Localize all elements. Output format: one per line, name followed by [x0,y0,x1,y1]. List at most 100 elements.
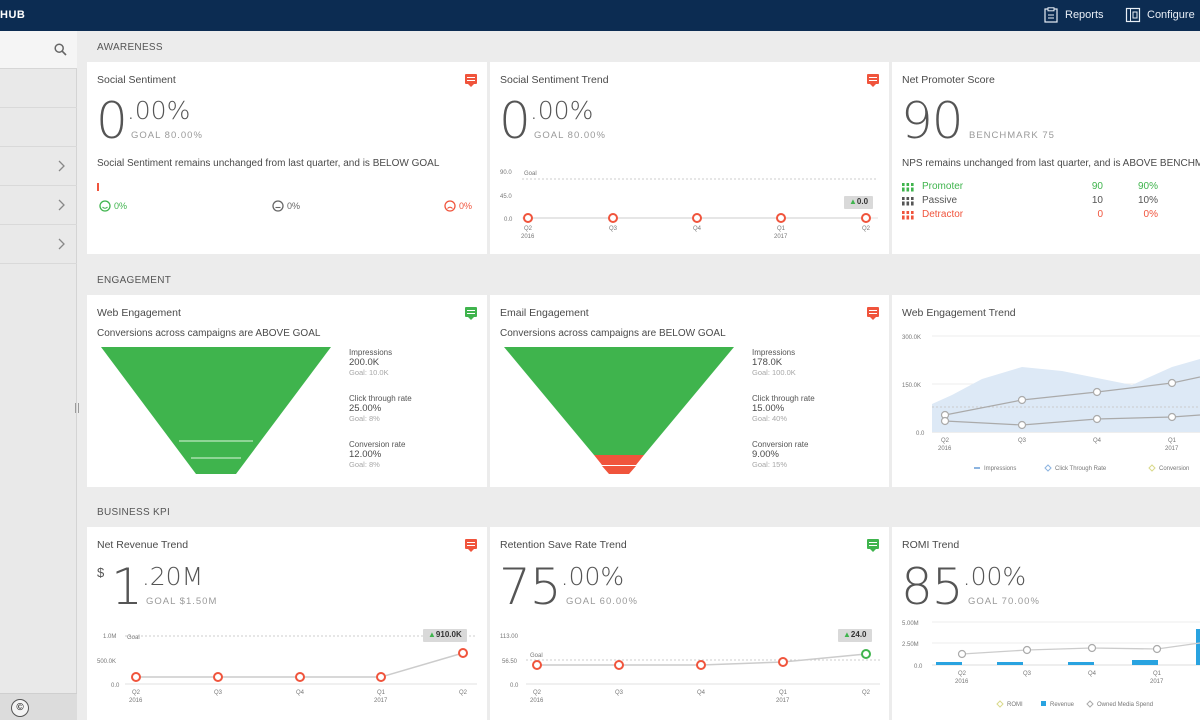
funnel-metric-ctr: Click through rate 25.00% Goal: 8% [349,394,412,423]
email-engagement-card[interactable]: Email Engagement Conversions across camp… [490,295,889,487]
data-point[interactable] [1017,395,1027,405]
legend-swatch [1041,701,1046,706]
data-point[interactable] [1092,414,1102,424]
data-point[interactable] [778,657,788,667]
comment-flag-icon[interactable] [867,539,879,552]
kpi-value: 1.20M [111,558,204,616]
romi-trend-card[interactable]: ROMI Trend 85.00% GOAL 70.00% 5.00M 2.50… [892,527,1200,720]
comment-flag-icon[interactable] [465,307,477,320]
data-point[interactable] [213,672,223,682]
data-point[interactable] [957,649,967,659]
x-tick: Q2 [459,690,468,696]
nps-card[interactable]: Net Promoter Score 90 BENCHMARK 75 NPS r… [892,62,1200,254]
data-point[interactable] [131,672,141,682]
sidebar-item-5[interactable] [0,225,77,264]
revenue-bar[interactable] [936,662,962,665]
social-sentiment-trend-chart: 90.0 45.0 0.0 Goal Q2 2016 Q3 Q4 Q1 2017… [500,170,878,240]
x-tick: Q3 [1018,438,1027,444]
data-point[interactable] [614,660,624,670]
goal-label: GOAL 80.00% [534,130,606,141]
y-tick: 150.0K [902,383,921,389]
romi-chart: 5.00M 2.50M 0.0 Q2 2016 Q3 Q4 Q1 2017 RO… [902,621,1200,708]
section-title-awareness: AWARENESS [97,42,163,53]
comment-flag-icon[interactable] [867,74,879,87]
net-revenue-trend-card[interactable]: Net Revenue Trend $ 1.20M GOAL $1.50M 1.… [87,527,487,720]
data-point[interactable] [776,213,786,223]
x-tick: Q1 [377,690,386,696]
status-text: Conversions across campaigns are ABOVE G… [97,328,321,339]
data-point[interactable] [376,672,386,682]
data-point[interactable] [458,648,468,658]
configure-label: Configure [1147,9,1195,21]
x-tick: Q1 [1168,438,1177,444]
net-revenue-chart: 1.0M 500.0K 0.0 Goal Q2 2016 Q3 Q4 Q1 20… [97,634,477,704]
data-point[interactable] [532,660,542,670]
web-engagement-trend-card[interactable]: Web Engagement Trend 300.0K 150.0K 0.0 Q… [892,295,1200,487]
data-point[interactable] [861,649,871,659]
data-point[interactable] [1152,644,1162,654]
social-sentiment-card[interactable]: Social Sentiment 0.00% GOAL 80.00% Socia… [87,62,487,254]
chevron-right-icon [58,160,65,172]
revenue-bar[interactable] [997,662,1023,665]
x-tick: Q1 [777,226,786,232]
revenue-bar[interactable] [1068,662,1094,665]
funnel-metric-conversion: Conversion rate 9.00% Goal: 15% [752,440,809,469]
data-point[interactable] [1022,645,1032,655]
data-point[interactable] [1017,420,1027,430]
frown-icon [444,200,456,212]
y-tick: 45.0 [500,194,512,200]
configure-nav-button[interactable]: Configure [1125,7,1195,23]
data-point[interactable] [861,213,871,223]
data-point[interactable] [1092,387,1102,397]
funnel-metric-conversion: Conversion rate 12.00% Goal: 8% [349,440,406,469]
smile-icon [99,200,111,212]
data-point[interactable] [1167,412,1177,422]
x-tick: Q1 [779,690,788,696]
data-point[interactable] [940,416,950,426]
card-title: Social Sentiment [97,74,176,86]
positive-sentiment: 0% [99,200,127,212]
sidebar-item-4[interactable] [0,186,77,225]
retention-trend-card[interactable]: Retention Save Rate Trend 75.00% GOAL 60… [490,527,889,720]
data-point[interactable] [523,213,533,223]
configure-icon [1125,7,1141,23]
sidebar-item-1[interactable] [0,69,77,108]
search-icon[interactable] [54,43,67,56]
x-tick: Q2 [862,690,871,696]
web-engagement-card[interactable]: Web Engagement Conversions across campai… [87,295,487,487]
goal-label: GOAL 80.00% [131,130,203,141]
card-title: Retention Save Rate Trend [500,539,627,551]
sidebar-item-3[interactable] [0,147,77,186]
data-point[interactable] [1087,643,1097,653]
sidebar-item-2[interactable] [0,108,77,147]
sidebar-resize-handle[interactable] [75,403,79,413]
x-tick: Q4 [693,226,702,232]
sidebar-search[interactable] [0,31,77,69]
retention-chart: 113.00 56.50 0.0 Goal Q2 2016 Q3 Q4 Q1 2… [500,634,880,704]
card-title: Web Engagement [97,307,181,319]
social-sentiment-trend-card[interactable]: Social Sentiment Trend 0.00% GOAL 80.00%… [490,62,889,254]
data-point[interactable] [1167,378,1177,388]
status-text: NPS remains unchanged from last quarter,… [902,158,1200,169]
comment-flag-icon[interactable] [465,74,477,87]
data-point[interactable] [608,213,618,223]
revenue-bar[interactable] [1132,660,1158,665]
comment-flag-icon[interactable] [867,307,879,320]
x-year: 2017 [774,234,788,240]
x-tick: Q1 [1153,671,1162,677]
brand-logo[interactable]: HUB [0,9,26,21]
data-point[interactable] [696,660,706,670]
x-year: 2017 [374,698,388,704]
x-tick: Q3 [1023,671,1032,677]
revenue-bar[interactable] [1196,629,1200,665]
comment-flag-icon[interactable] [465,539,477,552]
y-tick: 0.0 [504,217,513,223]
top-bar: HUB Reports Configure [0,0,1200,31]
reports-nav-button[interactable]: Reports [1043,7,1104,23]
legend-swatch [1148,464,1156,472]
card-title: Net Revenue Trend [97,539,189,551]
benchmark-label: BENCHMARK 75 [969,130,1055,141]
x-tick: Q2 [958,671,967,677]
data-point[interactable] [692,213,702,223]
data-point[interactable] [295,672,305,682]
